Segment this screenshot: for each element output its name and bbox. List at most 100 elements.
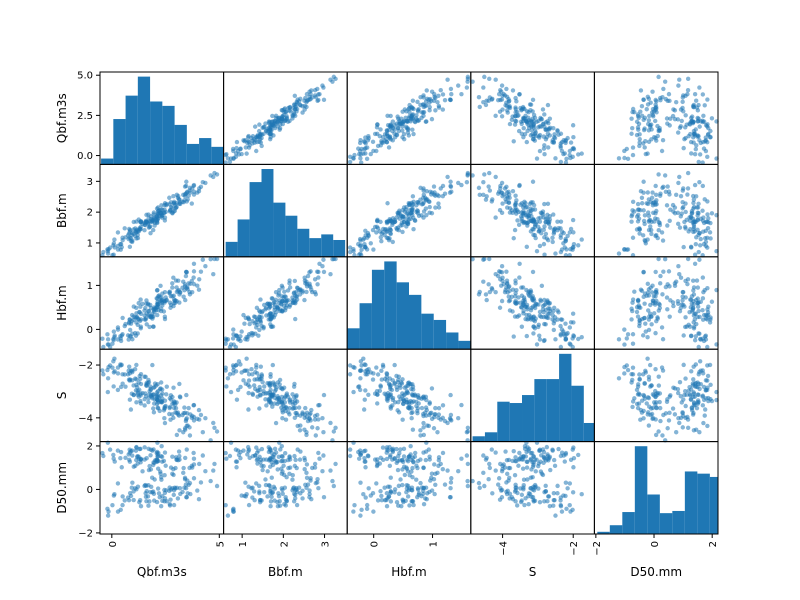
data-point xyxy=(398,447,403,452)
data-point xyxy=(413,450,418,456)
data-point xyxy=(644,201,649,206)
data-point xyxy=(558,219,564,224)
data-point xyxy=(680,298,685,303)
data-point xyxy=(510,497,516,502)
data-point xyxy=(681,289,686,295)
data-point xyxy=(531,203,537,208)
data-point xyxy=(133,448,139,453)
data-point xyxy=(129,485,135,490)
data-point xyxy=(396,483,402,489)
data-point xyxy=(513,193,518,198)
data-point xyxy=(542,201,547,207)
histogram-bar xyxy=(211,146,224,165)
data-point xyxy=(257,384,262,390)
data-point xyxy=(214,429,220,434)
data-point xyxy=(493,450,498,455)
data-point xyxy=(700,275,706,280)
data-point xyxy=(556,310,561,315)
data-point xyxy=(571,135,576,140)
data-point xyxy=(131,497,136,503)
data-point xyxy=(384,235,390,241)
data-point xyxy=(158,211,163,216)
data-point xyxy=(366,392,371,397)
data-point xyxy=(543,489,549,494)
data-point xyxy=(487,170,492,176)
data-point xyxy=(187,433,193,438)
data-point xyxy=(683,315,688,320)
data-point xyxy=(227,344,233,350)
cell-s-vs-hbf-m xyxy=(346,348,472,443)
cell-hbf-m-vs-qbf-m3s xyxy=(99,256,225,350)
data-point xyxy=(541,241,547,247)
data-point xyxy=(646,423,652,428)
data-point xyxy=(284,303,290,308)
data-point xyxy=(273,289,279,295)
data-point xyxy=(147,224,152,230)
data-point xyxy=(317,456,322,461)
data-point xyxy=(415,458,421,464)
data-point xyxy=(436,201,441,206)
data-point xyxy=(683,415,688,421)
data-point xyxy=(632,109,637,115)
data-point xyxy=(105,376,111,381)
data-point xyxy=(515,218,520,223)
data-point xyxy=(658,405,663,411)
data-point xyxy=(662,79,668,84)
data-point xyxy=(537,337,543,342)
data-point xyxy=(622,155,627,161)
data-point xyxy=(421,109,427,115)
data-point xyxy=(375,131,380,137)
data-point xyxy=(543,307,549,313)
data-point xyxy=(331,74,337,80)
cell-bbf-m-vs-bbf-m xyxy=(223,163,348,258)
data-point xyxy=(653,135,658,141)
data-point xyxy=(392,487,398,492)
data-point xyxy=(660,138,666,143)
data-point xyxy=(268,487,273,492)
data-point xyxy=(418,428,423,433)
histogram-bar xyxy=(384,261,397,350)
data-point xyxy=(298,449,303,454)
histogram-bar xyxy=(597,531,610,534)
data-point xyxy=(158,380,164,385)
data-point xyxy=(565,330,570,336)
data-point xyxy=(392,127,397,132)
x-tick-label: 2 xyxy=(708,541,719,547)
data-point xyxy=(447,495,453,500)
data-point xyxy=(709,211,715,216)
data-point xyxy=(330,478,335,484)
data-point xyxy=(635,112,641,117)
data-point xyxy=(120,315,125,321)
data-point xyxy=(138,297,143,302)
data-point xyxy=(636,115,641,120)
data-point xyxy=(641,117,646,122)
data-point xyxy=(100,450,105,456)
data-point xyxy=(516,222,522,228)
data-point xyxy=(448,485,453,491)
data-point xyxy=(152,477,157,482)
data-point xyxy=(630,332,636,337)
data-point xyxy=(542,499,547,504)
data-point xyxy=(290,392,295,397)
data-point xyxy=(388,453,393,458)
data-point xyxy=(429,211,435,216)
data-point xyxy=(477,192,482,198)
data-point xyxy=(191,450,196,456)
data-point xyxy=(177,394,183,399)
data-point xyxy=(115,448,121,453)
data-point xyxy=(378,235,383,240)
histogram-bar xyxy=(433,319,447,350)
histogram-bar xyxy=(249,182,262,257)
data-point xyxy=(522,299,528,304)
data-point xyxy=(697,152,703,157)
data-point xyxy=(507,288,512,294)
data-point xyxy=(653,402,658,407)
data-point xyxy=(622,371,627,376)
data-point xyxy=(637,132,642,137)
data-point xyxy=(366,367,371,372)
cell-qbf-m3s-vs-d50-mm xyxy=(593,71,719,165)
data-point xyxy=(695,401,701,406)
data-point xyxy=(694,105,700,110)
data-point xyxy=(184,495,189,500)
